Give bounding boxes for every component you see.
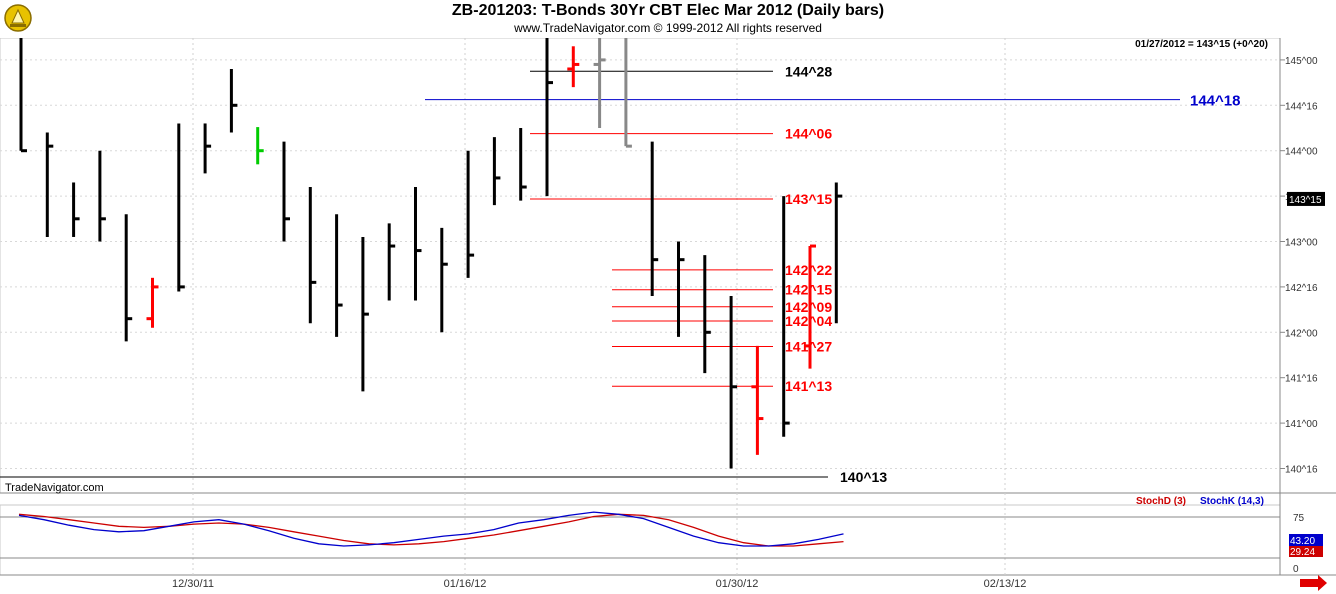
y-tick-label: 145^00 [1285, 56, 1318, 67]
y-tick-label: 142^16 [1285, 283, 1318, 294]
stoch-series-line [18, 511, 844, 547]
chart-title: ZB-201203: T-Bonds 30Yr CBT Elec Mar 201… [451, 2, 885, 19]
x-tick-label: 01/30/12 [716, 578, 759, 590]
y-tick-label: 143^00 [1285, 238, 1318, 249]
stoch-legend-label: StochK (14,3) [1200, 496, 1264, 507]
level-label: 140^13 [840, 469, 887, 485]
stoch-value-tag [1289, 545, 1323, 557]
level-label: 144^28 [785, 63, 832, 79]
level-label: 143^15 [785, 191, 832, 207]
chart-header: ZB-201203: T-Bonds 30Yr CBT Elec Mar 201… [0, 0, 1336, 38]
x-tick-label: 12/30/11 [172, 578, 214, 590]
bars-layer [19, 0, 843, 469]
watermark-text: TradeNavigator.com [5, 482, 104, 494]
grid-layer [0, 37, 1336, 576]
stoch-tick-label: 75 [1293, 513, 1305, 524]
y-tick-label: 144^00 [1285, 147, 1318, 158]
level-label: 141^13 [785, 378, 832, 394]
trade-navigator-logo-icon [4, 4, 32, 32]
current-price-label: 143^15 [1289, 195, 1322, 206]
stoch-value-label: 29.24 [1290, 547, 1315, 558]
y-tick-label: 142^00 [1285, 328, 1318, 339]
levels-layer: 144^28144^18144^06143^15142^22142^15142^… [0, 63, 1240, 485]
current-price-tag [1287, 191, 1325, 206]
price-pane-frame [0, 37, 1281, 494]
scroll-right-arrow-icon [1300, 575, 1327, 591]
level-label: 144^18 [1190, 93, 1240, 110]
y-tick-label: 144^16 [1285, 101, 1318, 112]
stoch-legend-label: StochD (3) [1136, 496, 1186, 507]
stoch-value-tag [1289, 534, 1323, 546]
y-tick-label: 141^00 [1285, 419, 1318, 430]
y-tick-label: 141^16 [1285, 374, 1318, 385]
stoch-value-label: 43.20 [1290, 536, 1315, 547]
stoch-tick-label: 0 [1293, 564, 1299, 575]
copyright-text: www.TradeNavigator.com © 1999-2012 All r… [514, 21, 822, 35]
x-tick-label: 02/13/12 [984, 578, 1027, 590]
x-tick-label: 01/16/12 [444, 578, 487, 590]
stochastic-layer [0, 511, 1280, 559]
axes-layer: 140^16 141^00 141^16 142^00 142^16 143^00 143^… [5, 39, 1327, 591]
y-tick-label: 140^16 [1285, 465, 1318, 476]
level-label: 144^06 [785, 126, 832, 142]
stoch-series-line [18, 513, 844, 547]
last-price-info: 01/27/2012 = 143^15 (+0^20) [1135, 39, 1268, 50]
